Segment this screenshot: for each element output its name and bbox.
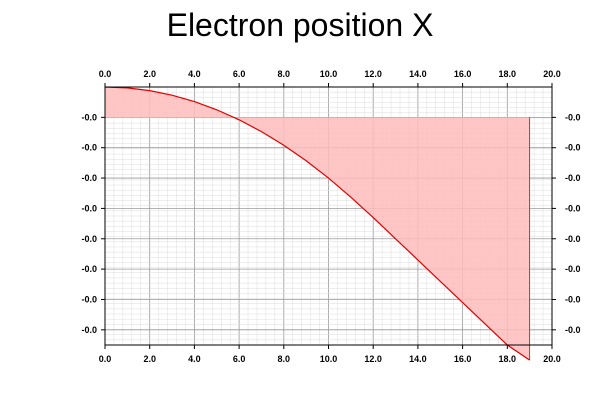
x-tick-label-bottom: 8.0: [278, 354, 291, 364]
y-tick-label-right: -0.0: [565, 143, 581, 153]
y-tick-label-right: -0.0: [565, 325, 581, 335]
y-tick-label-left: -0.0: [81, 203, 97, 213]
x-tick-label-bottom: 12.0: [364, 354, 382, 364]
line-layer: [104, 86, 531, 361]
y-tick-label-right: -0.0: [565, 203, 581, 213]
x-tick-label-bottom: 6.0: [233, 354, 246, 364]
y-tick-label-left: -0.0: [81, 294, 97, 304]
x-tick-label-bottom: 2.0: [143, 354, 156, 364]
y-tick-label-right: -0.0: [565, 294, 581, 304]
x-tick-label-top: 14.0: [409, 69, 427, 79]
y-tick-label-right: -0.0: [565, 173, 581, 183]
y-tick-label-left: -0.0: [81, 173, 97, 183]
x-tick-label-top: 8.0: [278, 69, 291, 79]
x-tick-label-top: 6.0: [233, 69, 246, 79]
x-tick-label-top: 16.0: [454, 69, 472, 79]
series-area: [105, 87, 530, 361]
y-tick-label-left: -0.0: [81, 325, 97, 335]
y-tick-label-right: -0.0: [565, 264, 581, 274]
y-tick-label-left: -0.0: [81, 112, 97, 122]
x-tick-label-top: 10.0: [320, 69, 338, 79]
y-tick-label-left: -0.0: [81, 234, 97, 244]
y-tick-label-left: -0.0: [81, 143, 97, 153]
x-tick-label-bottom: 18.0: [499, 354, 517, 364]
area-layer: [105, 87, 530, 361]
x-tick-label-bottom: 20.0: [543, 354, 561, 364]
x-tick-label-top: 20.0: [543, 69, 561, 79]
x-tick-label-top: 0.0: [99, 69, 112, 79]
x-tick-label-top: 12.0: [364, 69, 382, 79]
y-tick-label-right: -0.0: [565, 234, 581, 244]
y-tick-label-right: -0.0: [565, 112, 581, 122]
x-tick-label-bottom: 14.0: [409, 354, 427, 364]
y-tick-label-left: -0.0: [81, 264, 97, 274]
x-tick-label-top: 18.0: [499, 69, 517, 79]
x-tick-label-bottom: 0.0: [99, 354, 112, 364]
ticks: 0.0 0.0 2.0 2.0 4.0 4.0 6.0 6.0 8.0 8.0 10.0 10.0 12…: [81, 69, 580, 364]
x-tick-label-bottom: 16.0: [454, 354, 472, 364]
x-tick-label-top: 4.0: [188, 69, 201, 79]
chart-title: Electron position X: [167, 7, 434, 43]
x-tick-label-bottom: 4.0: [188, 354, 201, 364]
series-line: [104, 86, 530, 361]
x-tick-label-bottom: 10.0: [320, 354, 338, 364]
x-tick-label-top: 2.0: [143, 69, 156, 79]
